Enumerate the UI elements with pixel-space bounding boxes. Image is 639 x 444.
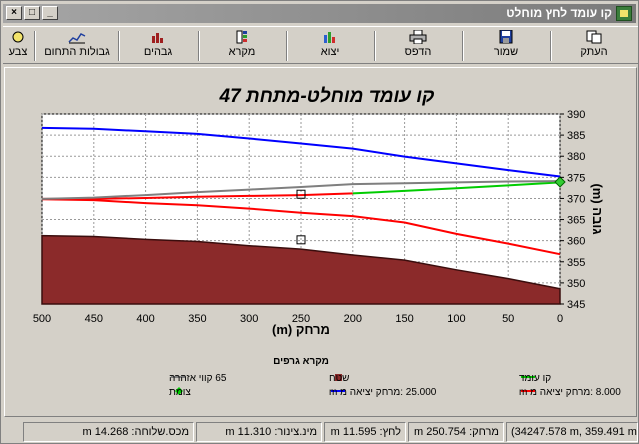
legend-icon — [236, 30, 247, 44]
x-tick-label: 500 — [33, 313, 51, 325]
toolbar-separator — [198, 31, 200, 61]
save-icon — [499, 30, 513, 44]
status-pressure: לחץ: 11.595 m — [324, 422, 406, 442]
x-tick-label: 250 — [292, 313, 310, 325]
y-tick-label: 355 — [567, 257, 585, 269]
status-bar: (34247.578 m, 359.491 m) מרחק: 250.754 m… — [3, 422, 638, 442]
x-tick-label: 200 — [344, 313, 362, 325]
status-cover: מכס.שלוחה: 14.268 m — [23, 422, 194, 442]
copy-icon — [586, 30, 602, 44]
x-tick-label: 300 — [240, 313, 258, 325]
status-coordinates: (34247.578 m, 359.491 m) — [506, 422, 638, 442]
color-icon — [12, 31, 24, 43]
color-button[interactable]: צבע — [3, 28, 33, 64]
legend-label: מקרא — [228, 46, 256, 58]
export-button[interactable]: יצוא — [289, 28, 371, 64]
x-tick-label: 100 — [447, 313, 465, 325]
bounds-button[interactable]: גבולות התחום — [37, 28, 117, 64]
toolbar-separator — [462, 31, 464, 61]
x-tick-label: 350 — [188, 313, 206, 325]
legend-label: 8.000 :מרחק יציאה מ m — [519, 387, 621, 398]
toolbar-separator — [374, 31, 376, 61]
legend-swatch — [335, 374, 342, 381]
y-tick-label: 360 — [567, 236, 585, 248]
y-axis-label: גובה (m) — [590, 183, 605, 234]
junction-marker — [554, 176, 566, 188]
y-tick-label: 350 — [567, 278, 585, 290]
y-tick-label: 370 — [567, 193, 585, 205]
x-tick-label: 450 — [85, 313, 103, 325]
printer-icon — [409, 30, 427, 44]
bounds-label: גבולות התחום — [44, 46, 110, 58]
series-line-4 — [352, 181, 561, 195]
series-layer — [41, 126, 561, 305]
legend-label: צומת — [169, 387, 191, 398]
heights-button[interactable]: גבהים — [121, 28, 195, 64]
y-tick-label: 375 — [567, 172, 585, 184]
print-label: הדפס — [404, 46, 432, 58]
status-min-pipe: מינ.צינור: 11.310 m — [196, 422, 322, 442]
marker-layer — [296, 176, 566, 245]
export-icon — [324, 32, 335, 43]
legend-label: שטח — [329, 373, 349, 384]
point-marker — [296, 189, 306, 199]
chart-title: קו עומד מוחלט-מתחת 47 — [219, 86, 436, 107]
print-button[interactable]: הדפס — [377, 28, 459, 64]
y-tick-label: 385 — [567, 130, 585, 142]
legend-label: 65 קווי אזהרה — [169, 373, 227, 384]
toolbar-separator — [286, 31, 288, 61]
color-label: צבע — [8, 46, 28, 58]
chart-legend: קו עומד שטח 65 קווי אזהרה 8.000 :מרחק יציאה… — [169, 373, 621, 398]
status-distance: מרחק: 250.754 m — [408, 422, 504, 442]
copy-button[interactable]: העתק — [553, 28, 635, 64]
app-icon — [616, 6, 632, 21]
legend-button[interactable]: מקרא — [201, 28, 283, 64]
window-title: קו עומד לחץ מוחלט — [506, 6, 612, 20]
legend-swatch — [175, 387, 183, 395]
point-marker — [296, 235, 306, 245]
y-axis-ticks: 345 350 355 360 365 370 375 380 385 390 — [560, 109, 585, 311]
profile-chart[interactable]: קו עומד מוחלט-מתחת 47 500 450 400 350 300 250… — [5, 68, 636, 416]
y-tick-label: 345 — [567, 299, 585, 311]
series-area-0 — [41, 234, 561, 305]
x-axis-label: מרחק (m) — [272, 322, 330, 337]
x-tick-label: 400 — [136, 313, 154, 325]
chart-panel: קו עומד מוחלט-מתחת 47 500 450 400 350 300 250… — [4, 67, 637, 417]
x-axis-ticks: 500 450 400 350 300 250 200 150 100 50 0 — [33, 313, 563, 325]
toolbar: העתק שמור הדפס יצוא מקרא גבהים ג — [3, 26, 638, 64]
copy-label: העתק — [580, 46, 608, 58]
title-bar[interactable]: קו עומד לחץ מוחלט × □ _ — [3, 4, 636, 23]
bounds-icon — [68, 33, 86, 44]
minimize-button[interactable]: _ — [42, 6, 58, 20]
x-tick-label: 50 — [502, 313, 514, 325]
toolbar-separator — [34, 31, 36, 61]
y-tick-label: 380 — [567, 151, 585, 163]
y-tick-label: 365 — [567, 215, 585, 227]
export-label: יצוא — [320, 46, 340, 58]
close-button[interactable]: × — [6, 6, 22, 20]
series-line-2 — [41, 126, 561, 178]
toolbar-separator — [550, 31, 552, 61]
maximize-button[interactable]: □ — [24, 6, 40, 20]
heights-label: גבהים — [143, 46, 173, 58]
legend-title: מקרא גרפים — [273, 356, 329, 367]
series-line-1 — [41, 198, 561, 256]
heights-icon — [152, 33, 163, 43]
save-label: שמור — [493, 46, 519, 58]
save-button[interactable]: שמור — [465, 28, 547, 64]
series-line-5 — [41, 180, 561, 200]
series-line-3 — [42, 192, 353, 200]
x-tick-label: 0 — [557, 313, 563, 325]
legend-label: 25.000 :מרחק יציאה מ m — [329, 387, 437, 398]
x-tick-label: 150 — [395, 313, 413, 325]
y-tick-label: 390 — [567, 109, 585, 121]
legend-label: קו עומד — [519, 373, 551, 384]
toolbar-separator — [118, 31, 120, 61]
